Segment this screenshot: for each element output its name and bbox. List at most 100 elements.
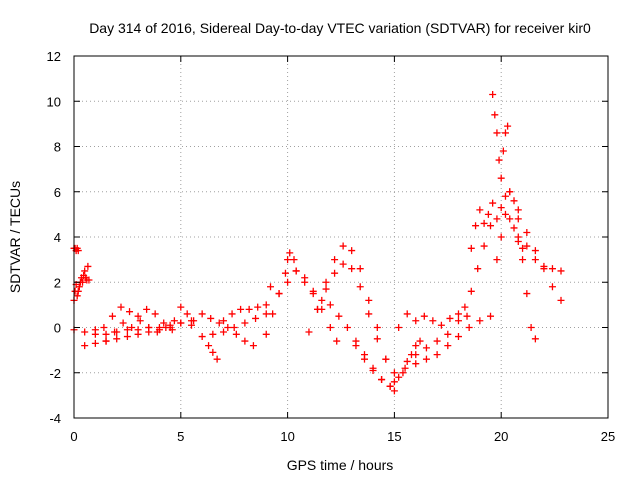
data-point [446, 314, 454, 322]
data-point [356, 283, 364, 291]
x-tick-label: 0 [70, 429, 77, 444]
data-point [412, 351, 420, 359]
data-point [474, 265, 482, 273]
data-point [190, 317, 198, 325]
data-point [467, 287, 475, 295]
data-point [237, 305, 245, 313]
data-point [326, 301, 334, 309]
data-point [480, 242, 488, 250]
y-tick-label: -2 [49, 366, 61, 381]
data-point [309, 287, 317, 295]
axis-ticks: 0 5 10 15 20 25 -4 -2 0 2 4 6 8 10 12 [47, 49, 616, 444]
series-arc-3 [70, 319, 195, 338]
series-arc-9 [198, 310, 257, 350]
data-point [365, 296, 373, 304]
data-point [126, 308, 134, 316]
data-point [339, 242, 347, 250]
data-point [514, 206, 522, 214]
data-point [232, 330, 240, 338]
data-point [467, 244, 475, 252]
data-point [108, 312, 116, 320]
data-point [228, 310, 236, 318]
data-point [523, 290, 531, 298]
data-point [476, 317, 484, 325]
data-point [454, 317, 462, 325]
chart-title: Day 314 of 2016, Sidereal Day-to-day VTE… [89, 20, 591, 36]
data-point [348, 247, 356, 255]
data-point [484, 210, 492, 218]
series-arc-24 [506, 188, 565, 304]
data-point [540, 262, 548, 270]
data-point [493, 215, 501, 223]
series-arc-20 [412, 222, 495, 359]
data-point [100, 324, 108, 331]
data-point [153, 328, 161, 336]
data-point [286, 249, 294, 257]
data-point [401, 364, 409, 372]
data-point [134, 312, 142, 320]
series-arc-4 [81, 317, 195, 350]
data-point [433, 337, 441, 345]
data-point [207, 314, 215, 322]
data-point [314, 305, 322, 313]
series-arc-5 [91, 303, 176, 338]
data-point [506, 188, 514, 196]
data-point [74, 247, 82, 255]
data-point [491, 111, 499, 119]
data-point [499, 147, 507, 155]
series-arc-6 [102, 317, 178, 345]
data-point [241, 319, 249, 327]
y-axis-label: SDTVAR / TECUs [7, 181, 23, 293]
series-arc-25 [514, 233, 565, 275]
series-arc-8 [198, 310, 270, 341]
series-arc-22 [489, 90, 512, 182]
data-point [472, 222, 480, 230]
data-point [493, 256, 501, 264]
y-tick-label: 10 [47, 94, 61, 109]
data-point [281, 269, 289, 277]
data-point [437, 321, 445, 329]
data-point [514, 215, 522, 223]
plot-frame [73, 55, 609, 419]
data-point [252, 314, 260, 322]
series-arc-14 [284, 256, 398, 395]
series-arc-2 [70, 244, 82, 255]
data-point [241, 337, 249, 345]
x-tick-label: 25 [601, 429, 615, 444]
y-tick-label: 6 [54, 185, 61, 200]
data-point [81, 328, 89, 336]
data-point [527, 324, 535, 331]
data-point [373, 335, 381, 343]
data-point [111, 328, 119, 336]
data-point [519, 244, 527, 252]
data-point [422, 344, 430, 352]
data-point [497, 233, 505, 241]
data-point [220, 317, 228, 325]
data-point [333, 337, 341, 345]
series-arc-11 [220, 301, 270, 325]
data-point [523, 242, 531, 250]
data-point [504, 122, 512, 130]
data-point [262, 310, 270, 318]
data-point [493, 129, 501, 137]
data-point [519, 256, 527, 264]
data-point [480, 219, 488, 227]
data-point [245, 305, 253, 313]
data-point [74, 287, 82, 295]
data-point [177, 319, 185, 327]
data-point [331, 269, 339, 277]
data-point [145, 324, 153, 331]
data-point [433, 351, 441, 359]
data-point [510, 197, 518, 205]
data-point [339, 260, 347, 268]
data-point [134, 330, 142, 338]
data-point [322, 278, 330, 286]
data-point [331, 256, 339, 264]
data-point [205, 342, 213, 350]
series-arc-13 [267, 267, 341, 345]
data-point [284, 278, 292, 286]
data-point [91, 339, 99, 347]
y-tick-label: -4 [49, 411, 61, 426]
data-point [476, 206, 484, 214]
